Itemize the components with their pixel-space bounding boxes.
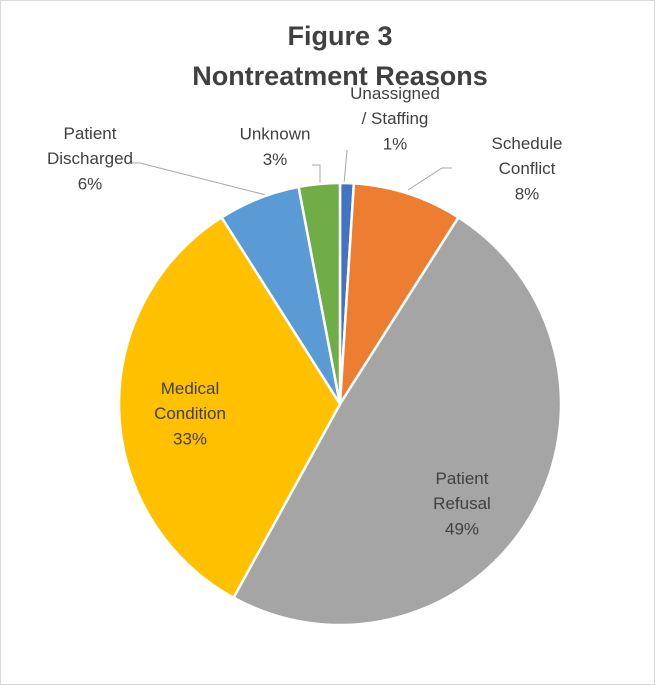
pie-slice — [297, 181, 342, 405]
pie-slice — [338, 182, 461, 405]
data-label: 33% — [173, 429, 207, 448]
data-label: 6% — [78, 174, 103, 193]
category-label: Patient Discharged — [47, 124, 133, 168]
data-label: 49% — [445, 519, 479, 538]
category-label: Unknown — [240, 125, 311, 144]
data-label: 8% — [515, 184, 540, 203]
category-label: Medical Condition — [154, 379, 226, 423]
category-label: Schedule Conflict — [492, 134, 563, 178]
category-label: Unassigned / Staffing — [350, 84, 440, 128]
leader-line — [407, 167, 452, 191]
data-label: 1% — [383, 134, 408, 153]
leader-line — [343, 149, 348, 185]
chart-subtitle: Nontreatment Reasons — [192, 61, 488, 91]
pie-slice — [117, 215, 342, 600]
pie-slice — [231, 215, 563, 627]
leader-line — [312, 164, 321, 186]
data-label: 3% — [263, 150, 288, 169]
category-label: Patient Refusal — [433, 469, 491, 513]
leader-line — [132, 162, 267, 196]
chart-title: Figure 3 — [287, 21, 392, 51]
